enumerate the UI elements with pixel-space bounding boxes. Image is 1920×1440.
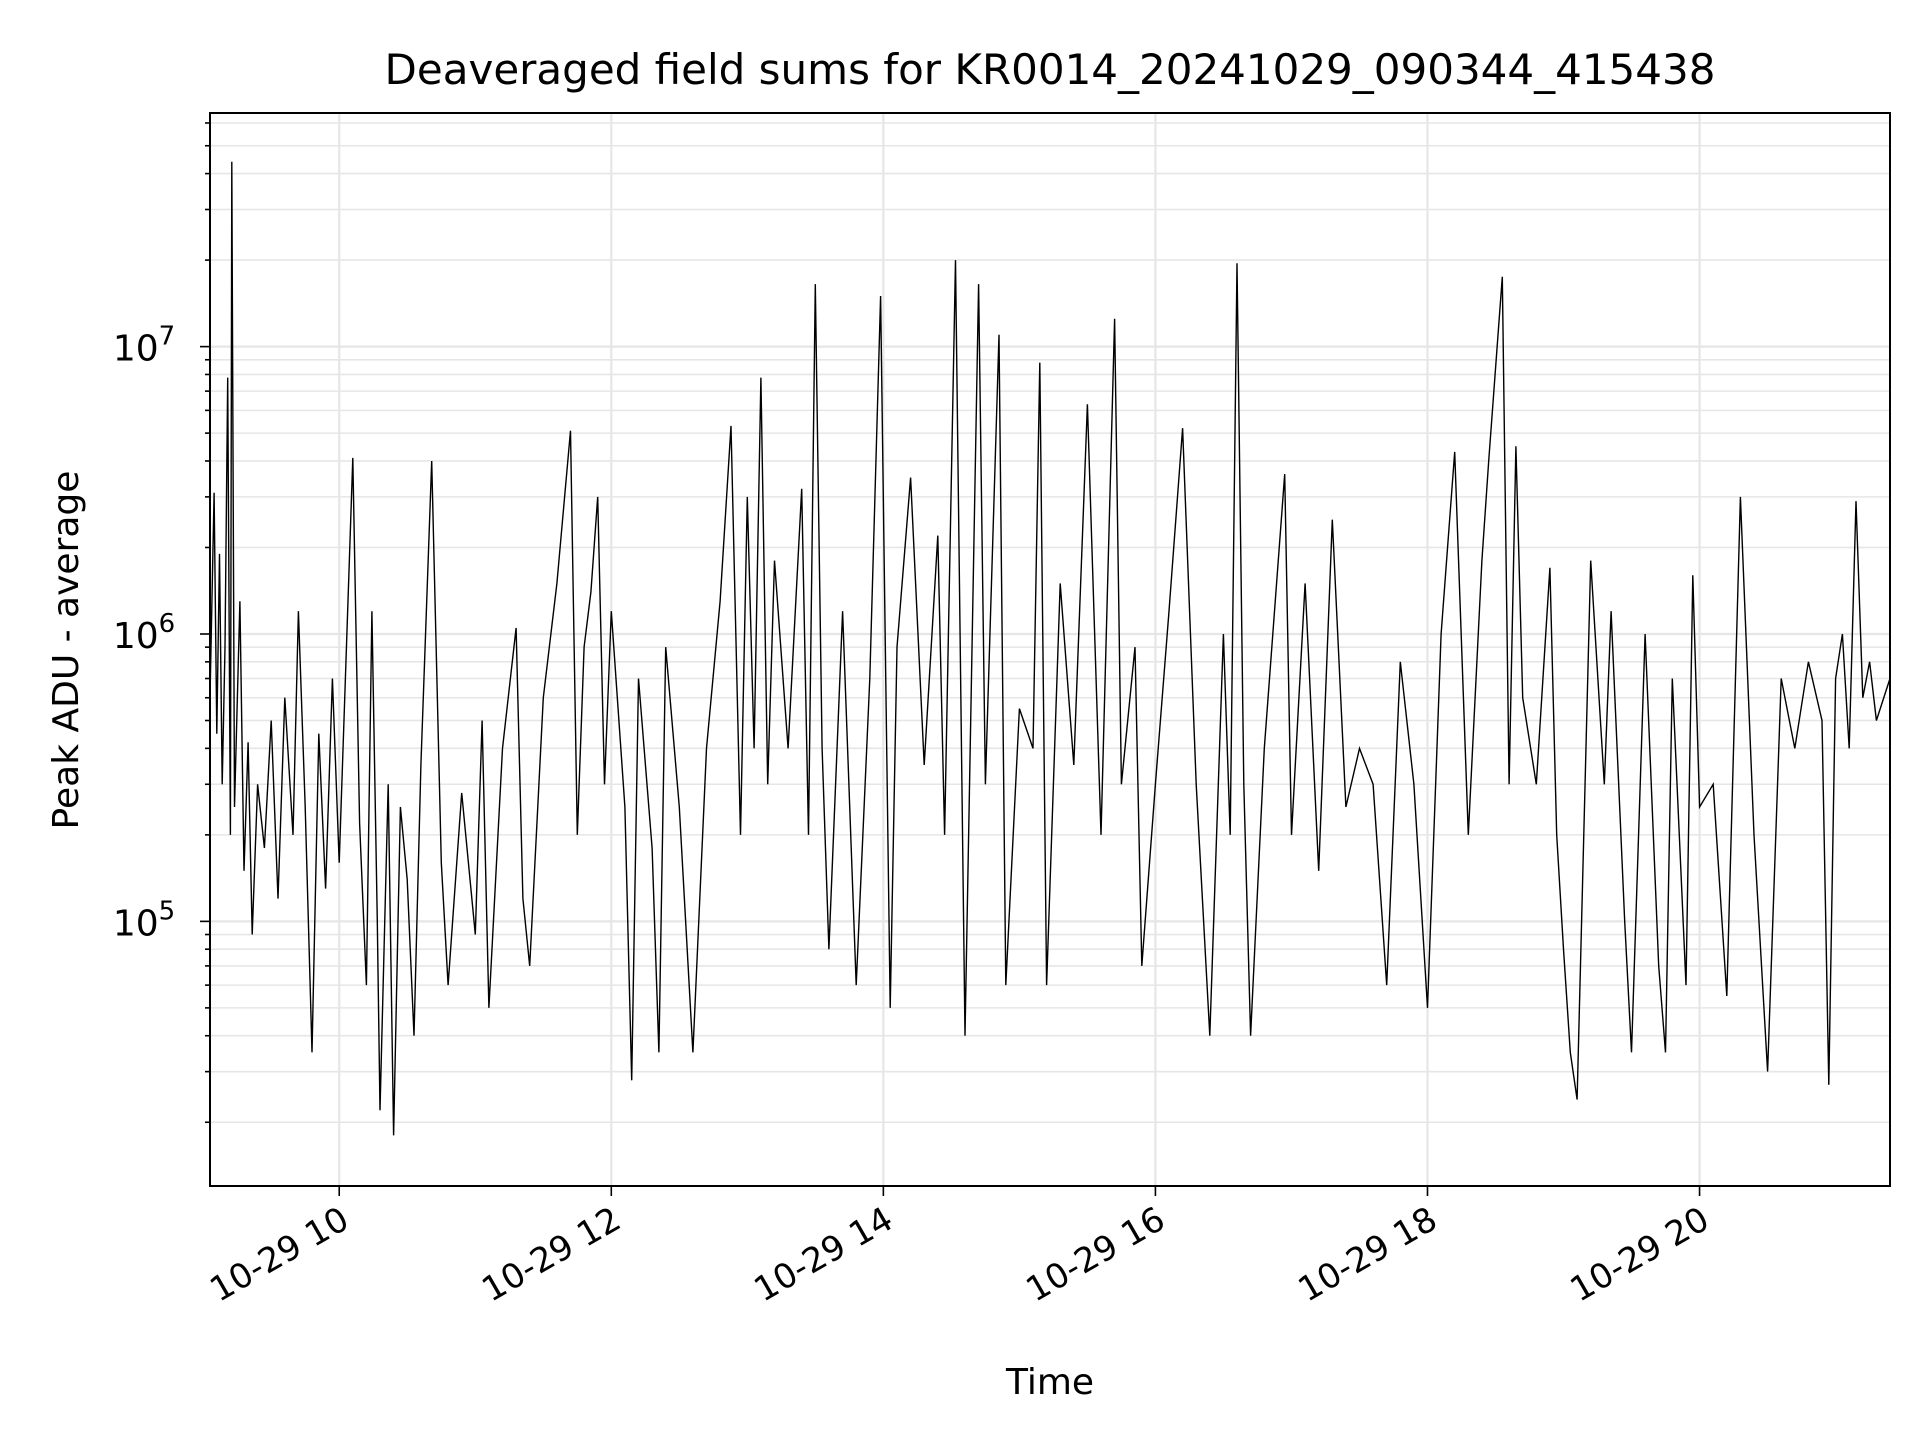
grid [210,113,1890,1186]
y-tick-label: 105 [113,896,175,944]
y-tick-label: 106 [113,609,175,657]
x-axis-label: Time [1005,1362,1094,1403]
plot-frame [209,112,1891,1187]
y-axis-label: Peak ADU - average [46,471,87,830]
chart-title: Deaveraged field sums for KR0014_2024102… [385,45,1716,94]
y-axis-ticks: 105 106 107 [113,122,210,1124]
series-layer [210,161,1890,1136]
y-tick-label: 107 [113,322,175,370]
series-line [210,161,1890,1136]
